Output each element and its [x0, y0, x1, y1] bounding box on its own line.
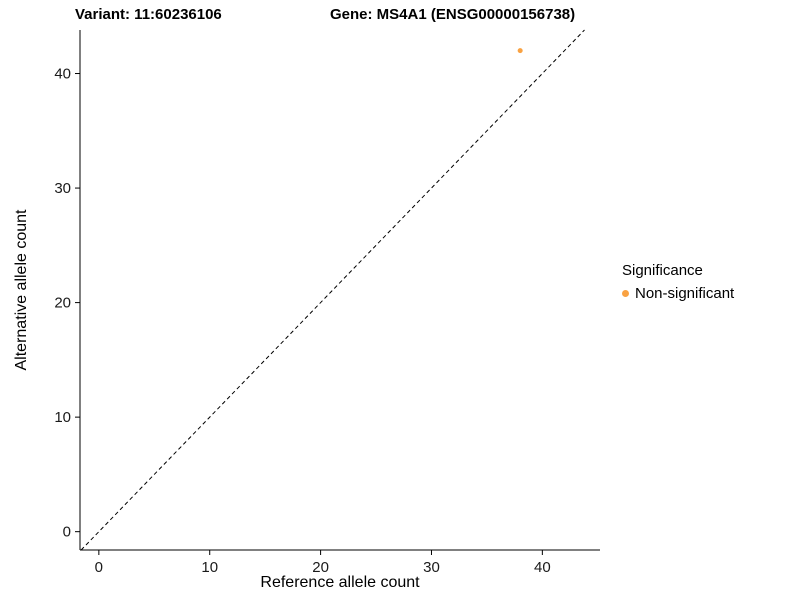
y-tick-label: 40 [54, 66, 71, 83]
y-axis-label: Alternative allele count [13, 209, 30, 371]
legend-entry: Non-significant [622, 285, 734, 302]
legend-title: Significance [622, 262, 703, 279]
y-tick-label: 30 [54, 180, 71, 197]
x-tick-label: 10 [201, 559, 218, 576]
x-axis-label: Reference allele count [260, 574, 420, 591]
y-tick-label: 0 [63, 524, 71, 541]
x-tick-label: 40 [534, 559, 551, 576]
legend-entry-label: Non-significant [635, 285, 735, 302]
y-tick-label: 20 [54, 295, 71, 312]
data-point [517, 48, 523, 54]
legend: Significance Non-significant [622, 262, 734, 302]
plot-title-gene: Gene: MS4A1 (ENSG00000156738) [330, 6, 576, 23]
x-tick-label: 30 [423, 559, 440, 576]
y-tick-label: 10 [54, 409, 71, 426]
identity-line [80, 29, 585, 551]
x-tick-label: 0 [95, 559, 103, 576]
legend-dot-icon [622, 290, 629, 297]
plot-title-variant: Variant: 11:60236106 [75, 6, 222, 23]
x-tick-label: 20 [312, 559, 329, 576]
